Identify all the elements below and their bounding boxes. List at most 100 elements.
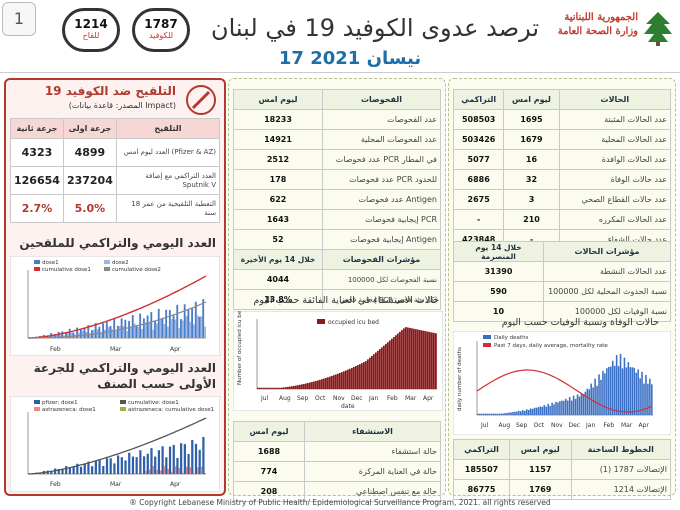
- hot1787-total: 185507: [452, 459, 511, 480]
- bar-dose2: [144, 322, 147, 338]
- bar-pfizer: [68, 467, 72, 474]
- month-tick: Mar: [110, 481, 122, 488]
- bar-icu: [383, 345, 385, 389]
- y-axis-label: Number of occupied icu beds: [237, 311, 243, 385]
- bar-astrazeneca: [189, 467, 192, 474]
- bar-deaths: [555, 401, 557, 415]
- legend-label: dose1: [42, 260, 59, 266]
- month-tick: Feb: [50, 481, 61, 488]
- case-label: عدد حالات الوفاة: [558, 169, 672, 190]
- bar-icu: [391, 338, 393, 389]
- bar-icu: [351, 367, 353, 389]
- bar-pfizer: [124, 460, 127, 474]
- legend-swatch: [34, 400, 40, 404]
- bar-icu: [369, 357, 371, 389]
- bar-icu: [397, 333, 399, 389]
- legend-label: Daily deaths: [494, 335, 529, 341]
- month-tick: Feb: [387, 395, 398, 402]
- bar-dose1: [68, 328, 71, 338]
- bar-dose2: [70, 332, 73, 338]
- vacc-total-label: العدد التراكمي مع إضافة Sputnik V: [115, 166, 221, 195]
- hot-col-total: التراكمي: [452, 439, 511, 460]
- bar-pfizer: [91, 466, 94, 474]
- bar-pfizer: [61, 468, 64, 474]
- case-label: عدد الحالات المثبتة: [558, 109, 672, 130]
- vacc-yesterday-dose1: 4899: [62, 138, 117, 167]
- bar-deaths: [494, 413, 497, 415]
- bar-dose2: [111, 329, 114, 338]
- bar-dose1: [72, 332, 75, 338]
- bar-dose2: [193, 324, 195, 338]
- bar-icu: [261, 387, 263, 389]
- hospital-table: ليوم امس الاستشفاء 1688 حالة استشفاء 774…: [233, 421, 442, 502]
- month-tick: Mar: [110, 346, 122, 353]
- bar-dose2: [115, 331, 117, 338]
- bar-pfizer: [76, 463, 79, 474]
- bar-dose1: [157, 308, 160, 338]
- bar-deaths: [514, 411, 516, 415]
- bar-deaths: [651, 384, 653, 415]
- bar-deaths: [608, 366, 610, 415]
- hosp-admissions-value: 1688: [233, 441, 305, 462]
- bar-deaths: [533, 407, 536, 415]
- bar-dose2: [189, 321, 192, 338]
- vaccine-hotline-badge: 1214 للقاح: [62, 8, 120, 52]
- bar-dose2: [185, 316, 188, 338]
- bar-icu: [329, 376, 331, 389]
- table-row: 86775 1769 الإتصالات 1214: [452, 479, 672, 500]
- bar-dose1: [94, 323, 97, 338]
- bar-icu: [415, 329, 417, 389]
- bar-dose1: [165, 309, 168, 338]
- test-value: 52: [233, 229, 323, 250]
- bar-icu: [389, 340, 391, 389]
- bar-dose1: [176, 304, 179, 338]
- bar-icu: [263, 387, 265, 389]
- bar-pfizer: [194, 443, 198, 474]
- bar-deaths: [557, 402, 559, 415]
- bar-icu: [393, 336, 395, 389]
- month-tick: Oct: [534, 422, 545, 429]
- bar-pfizer: [157, 450, 161, 474]
- bar-dose1: [198, 316, 201, 338]
- bar-dose1: [98, 326, 101, 338]
- bar-icu: [293, 385, 295, 389]
- bar-icu: [433, 332, 435, 389]
- icu-chart-title: حالات الاستشفاء في العناية الفائقة حسب ا…: [253, 295, 440, 306]
- bar-deaths: [529, 408, 532, 415]
- cases-table: التراكمي ليوم امس الحالات 508503 1695 عدد …: [452, 89, 672, 250]
- bar-icu: [275, 387, 277, 389]
- month-tick: Apr: [639, 422, 650, 429]
- hosp-vent-label: حالة مع تنفس اصطناعي: [303, 481, 442, 502]
- table-row: 18233 عدد الفحوصات: [233, 109, 442, 130]
- bar-deaths: [547, 403, 549, 415]
- bar-deaths: [609, 366, 612, 415]
- bar-icu: [341, 372, 343, 389]
- bar-icu: [343, 371, 345, 389]
- bar-deaths: [521, 410, 524, 415]
- tests-rate-label: نسبة الفحوصات لكل 100000: [321, 269, 442, 290]
- bar-icu: [365, 361, 367, 389]
- bar-deaths: [512, 412, 514, 415]
- bar-icu: [257, 387, 259, 389]
- cases-panel: التراكمي ليوم امس الحالات 508503 1695 عدد …: [448, 78, 676, 500]
- legend-label: pfizer: dose1: [42, 400, 78, 406]
- cedar-icon: [644, 12, 672, 46]
- bar-dose2: [152, 329, 155, 338]
- bar-deaths: [565, 398, 567, 415]
- bar-icu: [347, 369, 349, 389]
- bar-icu: [385, 343, 387, 389]
- legend-label: occupied icu bed: [328, 319, 379, 326]
- bar-dose1: [135, 325, 138, 338]
- bar-astrazeneca: [185, 466, 188, 474]
- line-cumulative-dose2: [27, 301, 207, 339]
- bar-dose1: [76, 327, 79, 338]
- month-tick: Apr: [423, 395, 434, 402]
- bar-icu: [403, 328, 405, 389]
- month-tick: Nov: [333, 395, 345, 402]
- bar-icu: [423, 330, 425, 389]
- vaccine-hotline-label: للقاح: [82, 31, 100, 40]
- bar-icu: [333, 375, 335, 389]
- table-row: 178 عدد فحوصات PCR للحدود: [233, 169, 442, 190]
- bar-deaths: [645, 374, 647, 415]
- bar-deaths: [525, 409, 528, 415]
